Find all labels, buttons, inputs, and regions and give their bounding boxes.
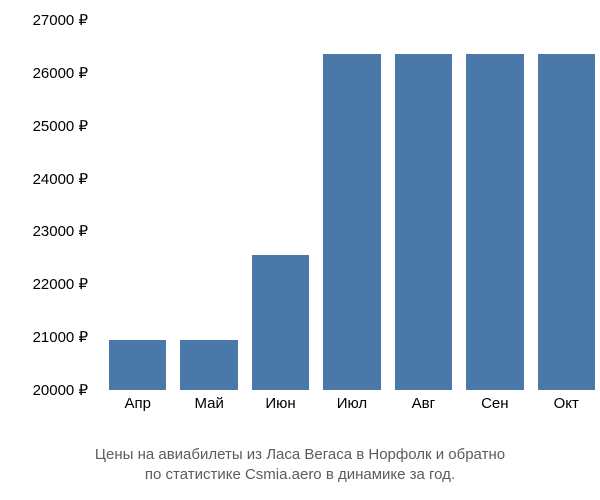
plot-area: [95, 20, 595, 390]
price-chart: 20000 ₽ 21000 ₽ 22000 ₽ 23000 ₽ 24000 ₽ 25000…: [0, 0, 600, 440]
x-tick-label: Май: [180, 395, 237, 412]
y-tick-label: 23000 ₽: [3, 222, 88, 240]
x-tick-label: Июл: [323, 395, 380, 412]
bar: [323, 54, 380, 390]
bar-fill: [252, 255, 309, 390]
bar-fill: [323, 54, 380, 390]
bar: [466, 54, 523, 390]
bar-fill: [180, 340, 237, 390]
y-tick-label: 27000 ₽: [3, 11, 88, 29]
caption-line-1: Цены на авиабилеты из Ласа Вегаса в Норф…: [0, 445, 600, 465]
bar-fill: [466, 54, 523, 390]
x-tick-label: Июн: [252, 395, 309, 412]
y-tick-label: 24000 ₽: [3, 170, 88, 188]
y-tick-label: 25000 ₽: [3, 117, 88, 135]
x-tick-label: Авг: [395, 395, 452, 412]
bar-fill: [109, 340, 166, 390]
bar: [252, 255, 309, 390]
y-tick-label: 20000 ₽: [3, 381, 88, 399]
bar-fill: [538, 54, 595, 390]
x-tick-label: Сен: [466, 395, 523, 412]
y-tick-label: 22000 ₽: [3, 275, 88, 293]
bars-container: [95, 20, 595, 390]
chart-caption: Цены на авиабилеты из Ласа Вегаса в Норф…: [0, 445, 600, 486]
bar: [395, 54, 452, 390]
bar: [180, 340, 237, 390]
y-tick-label: 21000 ₽: [3, 328, 88, 346]
x-tick-label: Апр: [109, 395, 166, 412]
bar: [109, 340, 166, 390]
x-tick-label: Окт: [538, 395, 595, 412]
y-tick-label: 26000 ₽: [3, 64, 88, 82]
bar-fill: [395, 54, 452, 390]
caption-line-2: по статистике Csmia.aero в динамике за г…: [0, 465, 600, 485]
x-axis-labels: Апр Май Июн Июл Авг Сен Окт: [95, 395, 595, 412]
bar: [538, 54, 595, 390]
